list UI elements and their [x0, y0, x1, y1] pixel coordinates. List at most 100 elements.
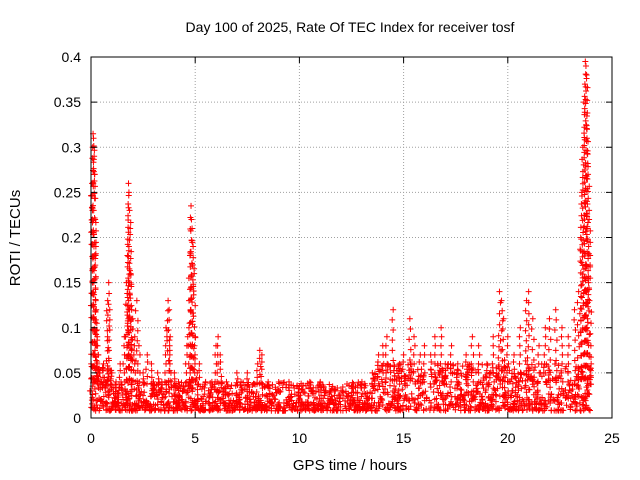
data-point [96, 405, 103, 412]
data-point [420, 389, 427, 396]
data-point [586, 297, 593, 304]
data-point [584, 97, 591, 104]
data-point [581, 154, 588, 161]
data-point [310, 390, 317, 397]
data-point [542, 333, 549, 340]
data-point [559, 378, 566, 385]
data-point [175, 378, 182, 385]
data-point [586, 207, 593, 214]
data-point [467, 407, 474, 414]
chart-title: Day 100 of 2025, Rate Of TEC Index for r… [186, 19, 515, 35]
data-point [394, 391, 401, 398]
data-point [496, 405, 503, 412]
data-point [530, 336, 537, 343]
data-point [141, 389, 148, 396]
data-point [505, 388, 512, 395]
data-point [583, 135, 590, 142]
data-point [190, 254, 197, 261]
data-point [149, 391, 156, 398]
data-point [533, 379, 540, 386]
data-point [439, 378, 446, 385]
data-point [406, 356, 413, 363]
data-point [392, 394, 399, 401]
data-point [522, 357, 529, 364]
data-point [196, 360, 203, 367]
data-point [584, 109, 591, 116]
data-point [257, 401, 264, 408]
data-point [411, 333, 418, 340]
data-point [158, 399, 165, 406]
data-point [584, 219, 591, 226]
data-point [454, 360, 461, 367]
data-point [571, 357, 578, 364]
data-point [270, 392, 277, 399]
data-point [471, 393, 478, 400]
data-point [554, 396, 561, 403]
data-point [523, 337, 530, 344]
data-point [546, 367, 553, 374]
data-point [253, 388, 260, 395]
data-point [395, 406, 402, 413]
data-point [578, 281, 585, 288]
data-point [517, 374, 524, 381]
data-point [307, 381, 314, 388]
y-axis-label: ROTI / TECUs [7, 190, 24, 286]
data-point [528, 326, 535, 333]
data-point [490, 333, 497, 340]
data-point [587, 263, 594, 270]
data-point [126, 207, 133, 214]
data-point [218, 373, 225, 380]
data-point [129, 315, 136, 322]
data-point [106, 327, 113, 334]
data-point [417, 373, 424, 380]
data-point [118, 385, 125, 392]
data-point [188, 260, 195, 267]
data-point [587, 330, 594, 337]
data-point [541, 351, 548, 358]
data-point [106, 337, 113, 344]
data-point [233, 369, 240, 376]
data-point [91, 347, 98, 354]
data-point [154, 369, 161, 376]
data-point [473, 382, 480, 389]
data-point [499, 377, 506, 384]
data-point [584, 84, 591, 91]
data-point [336, 395, 343, 402]
data-point [576, 343, 583, 350]
data-point [490, 342, 497, 349]
data-point [469, 333, 476, 340]
data-point [106, 290, 113, 297]
data-point [583, 238, 590, 245]
data-point [396, 360, 403, 367]
data-point [516, 360, 523, 367]
data-point [148, 367, 155, 374]
data-point [258, 359, 265, 366]
data-point [529, 407, 536, 414]
data-point [587, 374, 594, 381]
data-point [552, 306, 559, 313]
data-point [583, 402, 590, 409]
data-point [117, 367, 124, 374]
data-point [92, 330, 99, 337]
data-point [503, 351, 510, 358]
data-point [556, 373, 563, 380]
data-point [576, 310, 583, 317]
data-point [196, 374, 203, 381]
data-point [525, 386, 532, 393]
data-point [306, 384, 313, 391]
data-point [344, 381, 351, 388]
data-point [222, 384, 229, 391]
data-point [334, 385, 341, 392]
data-point [292, 406, 299, 413]
data-point [90, 231, 97, 238]
data-point [214, 342, 221, 349]
data-point [140, 381, 147, 388]
data-point [140, 369, 147, 376]
x-axis-label: GPS time / hours [293, 457, 407, 474]
data-point [116, 381, 123, 388]
data-point [585, 255, 592, 262]
data-point [368, 402, 375, 409]
data-point [369, 369, 376, 376]
data-point [433, 377, 440, 384]
data-point [437, 389, 444, 396]
